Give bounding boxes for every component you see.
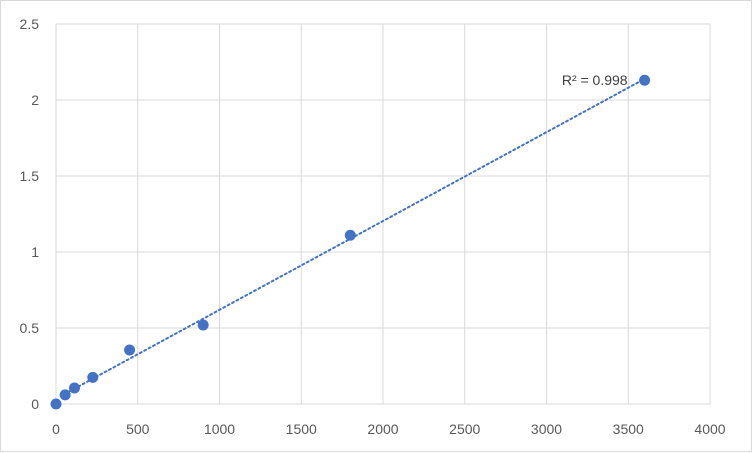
data-point (59, 389, 71, 401)
x-tick-label: 3000 (531, 421, 562, 437)
y-axis-tick-labels: 0 0.5 1 1.5 2 2.5 (20, 16, 40, 412)
x-axis-tick-labels: 0 500 1000 1500 2000 2500 3000 3500 4000 (52, 421, 726, 437)
data-points (50, 74, 651, 410)
data-point (124, 344, 136, 356)
data-point (344, 229, 356, 241)
x-tick-label: 2000 (367, 421, 398, 437)
x-tick-label: 0 (52, 421, 60, 437)
data-point (50, 398, 62, 410)
x-tick-label: 2500 (449, 421, 480, 437)
y-tick-label: 0 (31, 396, 39, 412)
x-tick-label: 500 (126, 421, 150, 437)
vertical-gridlines (55, 24, 711, 404)
x-tick-label: 4000 (694, 421, 725, 437)
data-point (639, 74, 651, 86)
x-tick-label: 3500 (613, 421, 644, 437)
data-point (87, 371, 99, 383)
y-tick-label: 2 (31, 92, 39, 108)
data-point (68, 382, 80, 394)
data-point (197, 319, 209, 331)
x-tick-label: 1000 (204, 421, 235, 437)
y-tick-label: 2.5 (20, 16, 40, 32)
horizontal-gridlines (56, 23, 710, 405)
y-tick-label: 0.5 (20, 320, 40, 336)
x-tick-label: 1500 (286, 421, 317, 437)
y-tick-label: 1 (31, 244, 39, 260)
y-tick-label: 1.5 (20, 168, 40, 184)
r-squared-label: R² = 0.998 (562, 72, 628, 88)
